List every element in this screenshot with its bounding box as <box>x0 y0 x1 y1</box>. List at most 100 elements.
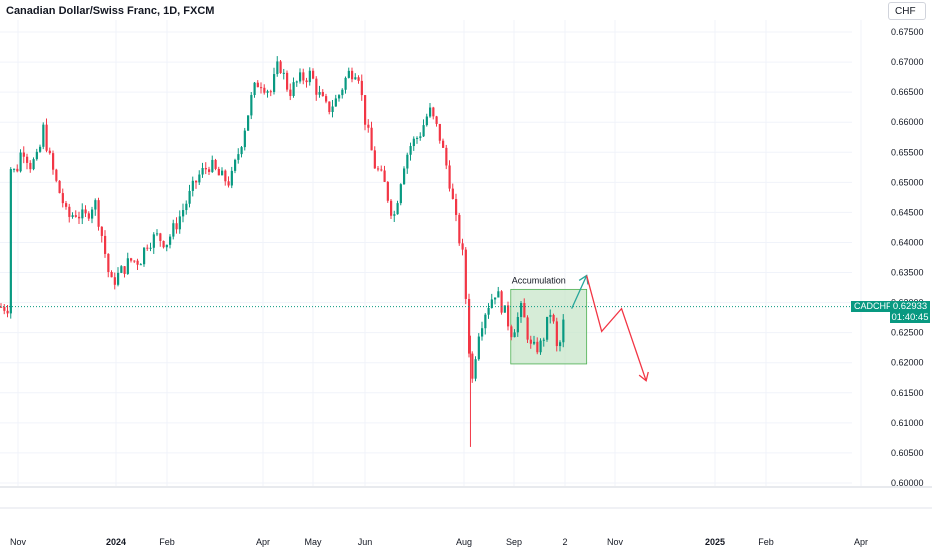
candle-body <box>175 223 178 230</box>
red-projection-arrowhead <box>638 371 649 382</box>
candle-body <box>299 72 302 82</box>
candle-body <box>191 180 194 191</box>
candle-body <box>107 253 110 272</box>
price-tick-label: 0.61000 <box>891 418 924 428</box>
candle-body <box>120 266 123 273</box>
candle-body <box>6 310 9 314</box>
candle-body <box>546 316 549 340</box>
currency-button[interactable]: CHF <box>888 2 926 20</box>
candle-body <box>321 92 324 97</box>
candle-body <box>29 162 32 170</box>
candle-body <box>243 130 246 148</box>
time-tick-label: 2024 <box>106 537 126 547</box>
candle-body <box>409 146 412 155</box>
candle-body <box>464 249 467 299</box>
candle-body <box>123 266 126 274</box>
countdown-value: 01:40:45 <box>891 312 929 323</box>
price-tick-label: 0.60000 <box>891 478 924 488</box>
candle-body <box>422 125 425 137</box>
candle-body <box>104 235 107 254</box>
candle-body <box>279 61 282 74</box>
price-tick-label: 0.65000 <box>891 177 924 187</box>
last-price-value: 0.62933 <box>892 301 928 312</box>
candle-body <box>523 303 526 318</box>
price-tick-label: 0.64000 <box>891 237 924 247</box>
candle-body <box>13 168 16 170</box>
candle-body <box>65 203 68 207</box>
candle-body <box>201 167 204 175</box>
red-projection-line <box>586 275 647 381</box>
candle-body <box>87 213 90 219</box>
candle-body <box>429 107 432 117</box>
candle-body <box>344 77 347 90</box>
candle-body <box>58 180 61 194</box>
candle-body <box>425 116 428 126</box>
candle-body <box>562 319 565 343</box>
candle-body <box>406 154 409 169</box>
candle-body <box>16 168 19 172</box>
candle-body <box>94 200 97 210</box>
candle-body <box>477 336 480 360</box>
time-tick-label: Sep <box>506 537 522 547</box>
price-tick-label: 0.64500 <box>891 207 924 217</box>
time-tick-label: Nov <box>10 537 27 547</box>
candle-body <box>55 169 58 181</box>
green-projection-line <box>571 275 588 309</box>
candle-body <box>84 209 87 214</box>
candle-body <box>3 306 6 311</box>
candle-body <box>396 203 399 215</box>
candle-body <box>169 236 172 245</box>
candle-body <box>490 299 493 308</box>
time-tick-label: Feb <box>758 537 774 547</box>
candle-body <box>526 317 529 340</box>
candle-body <box>513 332 516 338</box>
time-tick-label: Apr <box>854 537 868 547</box>
candle-body <box>188 190 191 204</box>
candle-body <box>399 184 402 204</box>
candle-body <box>312 70 315 79</box>
candle-body <box>0 306 3 308</box>
candle-body <box>289 89 292 96</box>
candle-body <box>266 91 269 93</box>
candle-body <box>113 277 116 285</box>
time-axis[interactable]: Nov 2024 Feb Apr May Jun Aug Sep 2 Nov 2025 Feb Apr <box>10 537 868 547</box>
candle-body <box>159 233 162 241</box>
time-tick-label: Nov <box>607 537 624 547</box>
candle-body <box>500 291 503 313</box>
candle-body <box>341 89 344 96</box>
candle-body <box>305 80 308 83</box>
candle-body <box>74 215 77 217</box>
candle-body <box>172 223 175 237</box>
candle-body <box>370 127 373 151</box>
candle-body <box>19 152 22 172</box>
candle-body <box>133 260 136 262</box>
candle-body <box>97 200 100 227</box>
candle-body <box>377 168 380 170</box>
candle-body <box>126 258 129 274</box>
candle-body <box>130 258 133 261</box>
candle-body <box>152 234 155 248</box>
time-tick-label: 2 <box>562 537 567 547</box>
candle-body <box>273 74 276 92</box>
candle-body <box>448 165 451 189</box>
candle-body <box>162 240 165 248</box>
candle-body <box>455 198 458 215</box>
price-axis[interactable]: 0.67500 0.67000 0.66500 0.66000 0.65500 0.650… <box>891 27 924 488</box>
candle-body <box>81 209 84 219</box>
candle-body <box>445 147 448 166</box>
candle-body <box>315 78 318 95</box>
candle-body <box>61 193 64 204</box>
candle-body <box>403 168 406 185</box>
candle-body <box>386 181 389 201</box>
candle-body <box>45 124 48 151</box>
candle-body <box>260 87 263 89</box>
chart-grid <box>0 20 932 509</box>
symbol-badge: CADCHF <box>851 301 895 312</box>
candle-body <box>100 226 103 236</box>
candle-body <box>468 298 471 354</box>
candle-body <box>165 244 168 248</box>
candle-body <box>393 214 396 216</box>
price-tick-label: 0.66500 <box>891 87 924 97</box>
price-tick-label: 0.63500 <box>891 268 924 278</box>
